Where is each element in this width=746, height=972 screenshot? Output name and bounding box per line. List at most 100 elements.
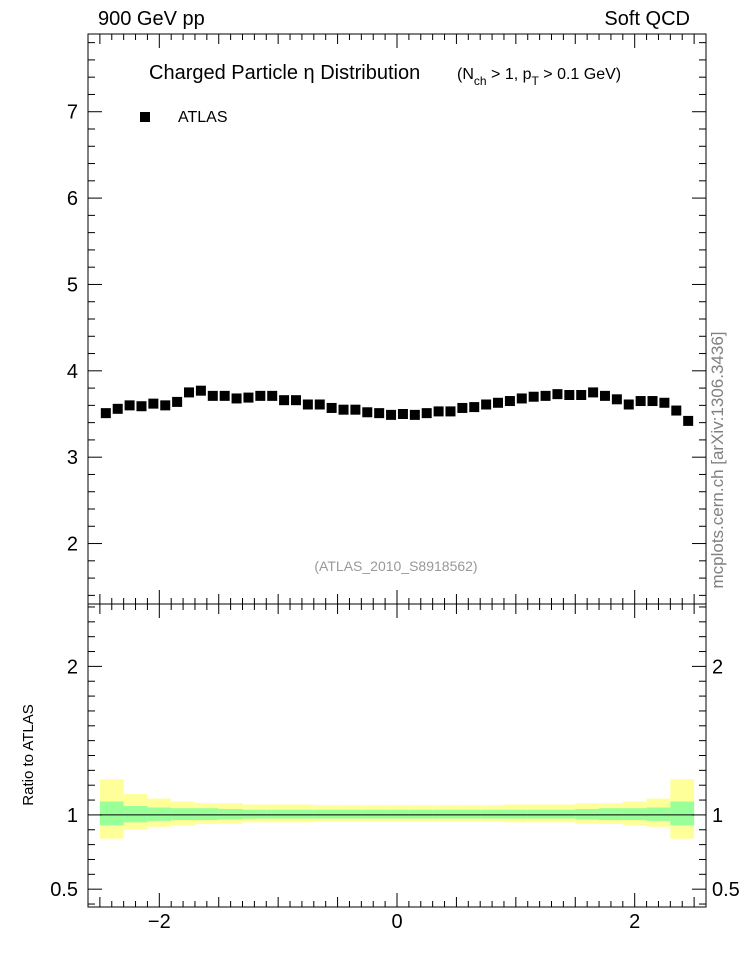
- data-point-atlas: [504, 396, 515, 407]
- data-point-atlas: [683, 415, 694, 426]
- stat-band: [313, 809, 338, 819]
- stat-band: [575, 808, 600, 820]
- y-tick-label: 3: [67, 447, 78, 469]
- ratio-y-axis-label: Ratio to ATLAS: [20, 704, 37, 805]
- data-point-atlas: [623, 399, 634, 410]
- stat-band: [622, 808, 647, 821]
- y-tick-label: 2: [67, 534, 78, 556]
- data-point-atlas: [386, 409, 397, 420]
- header-right-label: Soft QCD: [604, 8, 690, 30]
- stat-band: [361, 809, 386, 819]
- chart-title: Charged Particle η Distribution: [149, 62, 420, 84]
- data-point-atlas: [481, 399, 492, 410]
- data-point-atlas: [374, 408, 385, 419]
- y-tick-label: 4: [67, 361, 78, 383]
- data-point-atlas: [231, 393, 242, 404]
- ratio-y-tick-label: 0.5: [50, 879, 78, 901]
- stat-band: [432, 809, 457, 819]
- data-point-atlas: [302, 399, 313, 410]
- stat-band: [123, 806, 148, 823]
- data-point-atlas: [516, 393, 527, 404]
- data-point-atlas: [635, 396, 646, 407]
- data-point-atlas: [255, 390, 266, 401]
- data-point-atlas: [397, 409, 408, 419]
- y-tick-label: 7: [67, 102, 78, 124]
- legend-label-atlas: ATLAS: [178, 109, 228, 126]
- chart-subtitle: (Nch > 1, pT > 0.1 GeV): [457, 66, 621, 88]
- data-point-atlas: [195, 385, 206, 396]
- data-point-atlas: [409, 409, 420, 420]
- stat-band: [194, 808, 219, 821]
- data-point-atlas: [445, 406, 456, 417]
- stat-band: [646, 807, 671, 821]
- ratio-y-tick-label: 2: [67, 656, 78, 678]
- stat-band: [218, 808, 243, 820]
- data-point-atlas: [243, 392, 254, 403]
- data-point-atlas: [671, 405, 682, 416]
- data-point-atlas: [112, 403, 123, 414]
- data-point-atlas: [659, 397, 670, 408]
- data-point-atlas: [433, 406, 444, 417]
- x-tick-label: 2: [629, 911, 640, 933]
- data-point-atlas: [100, 408, 111, 419]
- stat-band: [670, 801, 695, 826]
- data-point-atlas: [160, 400, 171, 411]
- stat-band: [266, 809, 291, 819]
- data-point-atlas: [552, 389, 563, 400]
- data-point-atlas: [457, 402, 468, 413]
- x-tick-label: 0: [391, 911, 402, 933]
- data-point-atlas: [469, 402, 480, 413]
- stat-band: [290, 809, 314, 819]
- y-tick-label: 5: [67, 274, 78, 296]
- data-point-atlas: [564, 390, 575, 400]
- stat-band: [456, 809, 481, 819]
- ratio-y-tick-label-right: 1: [712, 805, 723, 827]
- data-point-atlas: [599, 390, 610, 401]
- stat-band: [99, 801, 124, 826]
- data-point-atlas: [611, 394, 622, 405]
- main-panel: 2 3 4 5 6 7: [67, 33, 707, 605]
- stat-band: [503, 809, 528, 819]
- ratio-y-tick-label: 1: [67, 805, 78, 827]
- stat-band: [408, 809, 433, 819]
- data-point-atlas: [207, 390, 218, 401]
- data-point-atlas: [172, 396, 183, 407]
- data-point-atlas: [136, 401, 147, 412]
- data-point-atlas: [219, 390, 230, 401]
- data-point-atlas: [148, 398, 159, 409]
- ratio-y-tick-label-right: 2: [712, 656, 723, 678]
- data-point-atlas: [290, 395, 301, 406]
- analysis-watermark: (ATLAS_2010_S8918562): [314, 558, 477, 574]
- ratio-frame: [87, 603, 707, 908]
- data-point-atlas: [493, 397, 504, 408]
- y-tick-label: 6: [67, 188, 78, 210]
- data-point-atlas: [184, 387, 195, 398]
- data-point-atlas: [338, 404, 349, 415]
- ratio-panel: 0.5 0.5 1 1 2 2 −2 0 2: [50, 603, 740, 933]
- stat-band: [337, 809, 362, 819]
- stat-band: [385, 809, 409, 819]
- stat-band: [242, 809, 267, 819]
- stat-band: [480, 809, 504, 819]
- data-point-atlas: [421, 408, 432, 419]
- data-point-atlas: [267, 390, 278, 401]
- stat-band: [527, 809, 552, 819]
- data-point-atlas: [279, 395, 290, 406]
- ratio-y-tick-label-right: 0.5: [712, 879, 740, 901]
- data-point-atlas: [314, 399, 325, 410]
- legend-marker-atlas: [140, 112, 150, 122]
- data-point-atlas: [647, 396, 658, 407]
- data-point-atlas: [576, 390, 587, 400]
- data-point-atlas: [124, 400, 135, 411]
- stat-band: [599, 808, 623, 821]
- stat-band: [147, 807, 172, 821]
- x-tick-label: −2: [148, 911, 171, 933]
- data-point-atlas: [528, 391, 539, 402]
- header-left-label: 900 GeV pp: [98, 8, 205, 30]
- data-point-atlas: [362, 407, 373, 418]
- stat-band: [551, 809, 576, 819]
- stat-band: [171, 808, 195, 821]
- data-point-atlas: [350, 404, 361, 415]
- data-point-atlas: [540, 390, 551, 401]
